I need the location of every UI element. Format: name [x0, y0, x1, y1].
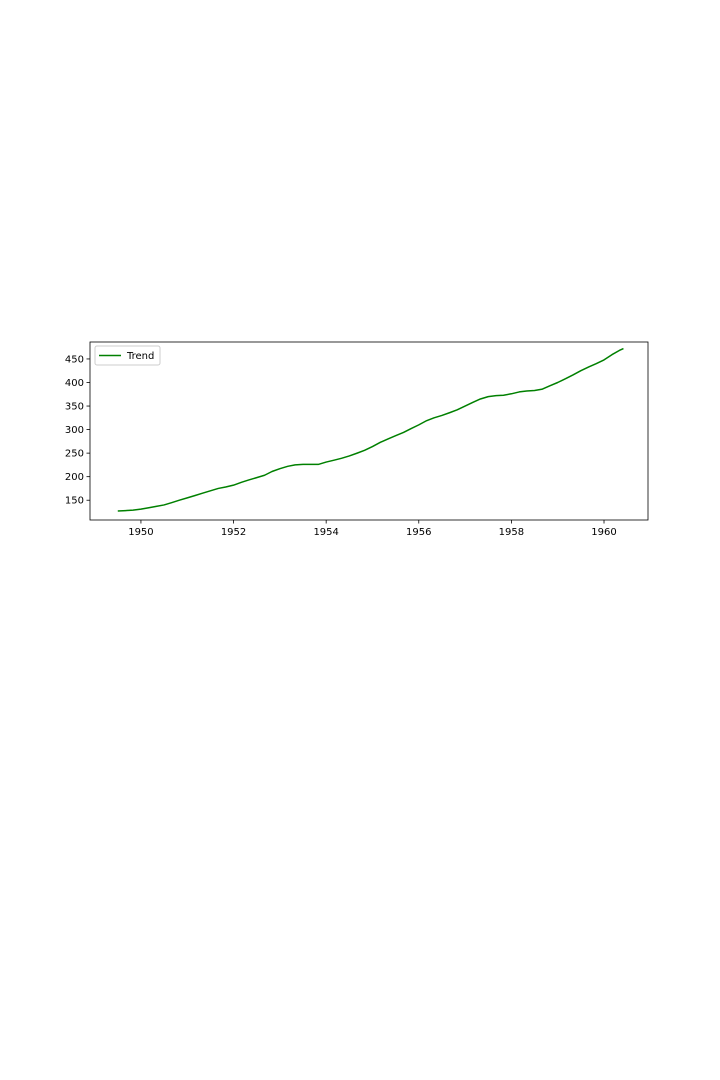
y-tick-label: 200: [65, 472, 84, 483]
axes: 1950 1952 1954 1956 1958 1960 150 200 250 300 350 4…: [65, 341, 649, 538]
x-tick-label: 1958: [499, 527, 524, 538]
x-tick-label: 1960: [591, 527, 616, 538]
y-tick-label: 250: [65, 449, 84, 460]
y-tick-label: 450: [65, 354, 84, 365]
x-tick-label: 1950: [128, 527, 153, 538]
y-tick-label: 300: [65, 425, 84, 436]
x-tick-label: 1952: [221, 527, 246, 538]
series-layer: [117, 347, 624, 512]
x-tick-label: 1954: [313, 527, 338, 538]
legend-label-trend: Trend: [126, 351, 154, 362]
legend-box: [94, 345, 161, 366]
legend: Trend: [94, 345, 161, 366]
x-tick-label: 1956: [406, 527, 431, 538]
y-tick-label: 350: [65, 402, 84, 413]
series-line-trend: [117, 347, 624, 512]
plot-frame: [89, 341, 649, 521]
y-tick-label: 150: [65, 496, 84, 507]
y-tick-label: 400: [65, 378, 84, 389]
